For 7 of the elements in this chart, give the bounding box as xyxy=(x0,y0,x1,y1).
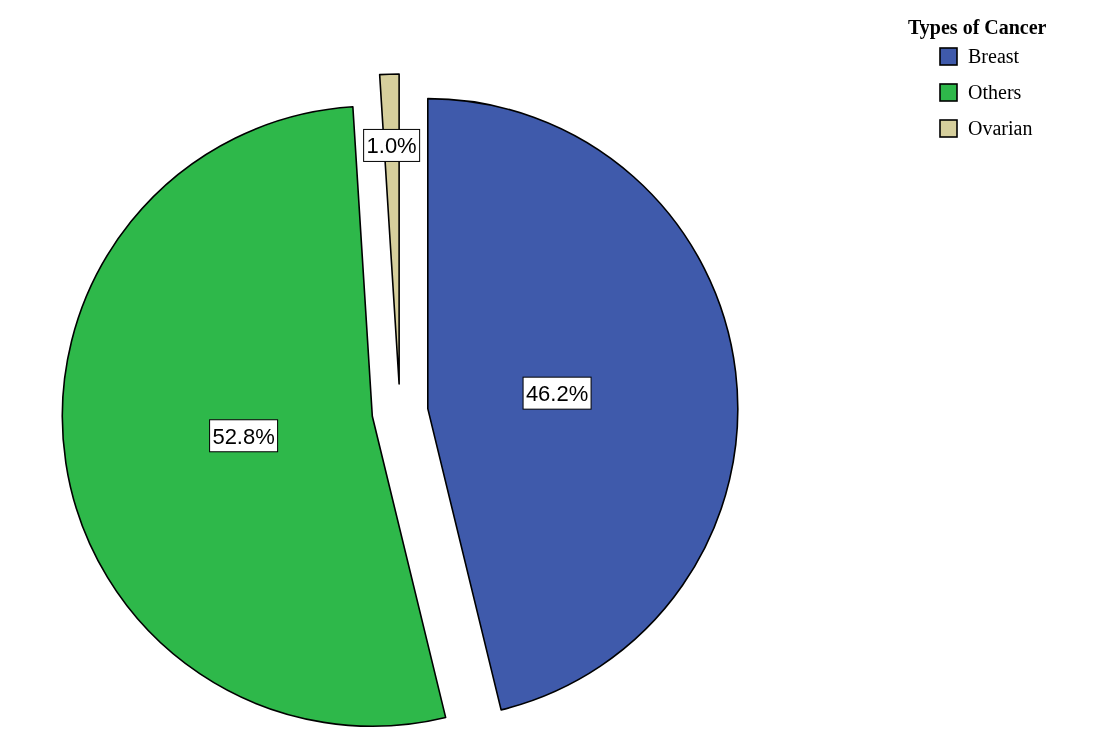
legend-title: Types of Cancer xyxy=(908,16,1047,39)
legend-label: Breast xyxy=(968,45,1020,67)
legend-label: Others xyxy=(968,81,1022,103)
data-label: 52.8% xyxy=(212,423,275,449)
legend-label: Ovarian xyxy=(968,117,1033,139)
data-label: 46.2% xyxy=(525,381,589,407)
data-label: 1.0% xyxy=(366,133,417,159)
